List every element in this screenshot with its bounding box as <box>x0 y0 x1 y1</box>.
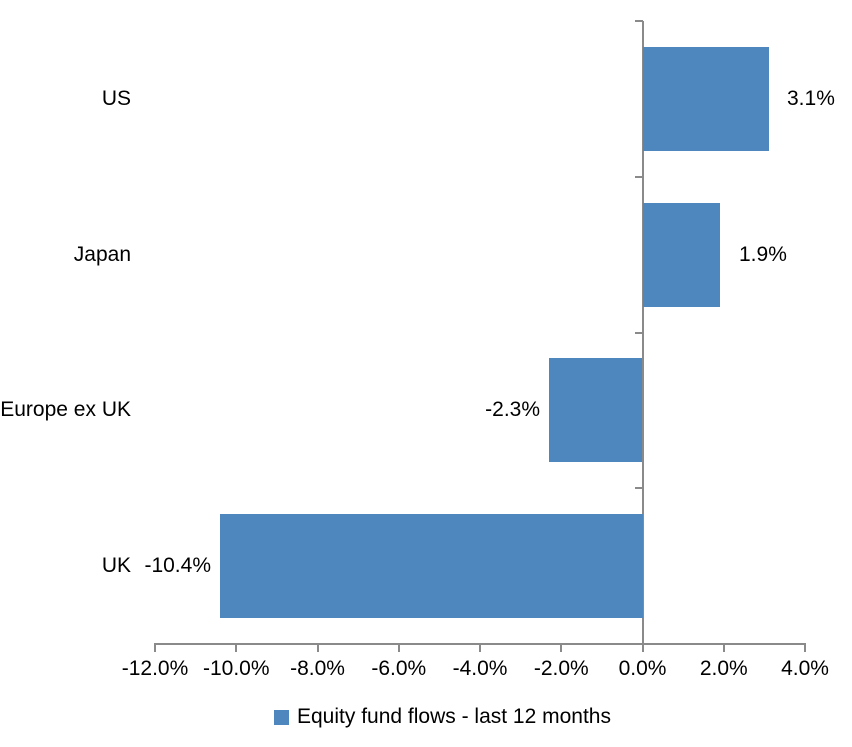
value-axis-tick-label: -4.0% <box>452 657 508 680</box>
value-axis-tick <box>560 644 563 652</box>
category-axis-tick <box>634 487 643 490</box>
legend-label: Equity fund flows - last 12 months <box>297 705 611 728</box>
bar-japan <box>643 203 720 307</box>
category-label: US <box>101 86 131 110</box>
value-axis-tick-label: -6.0% <box>371 657 427 680</box>
value-axis-tick-label: 4.0% <box>781 657 829 680</box>
value-label: 1.9% <box>739 242 787 266</box>
category-axis-line <box>641 21 644 646</box>
category-axis-tick <box>634 175 643 178</box>
value-label: -10.4% <box>144 554 211 578</box>
value-axis-tick-label: 2.0% <box>699 657 748 680</box>
value-axis-tick <box>316 644 319 652</box>
bar-uk <box>220 514 643 618</box>
bar-us <box>643 47 769 151</box>
chart-legend: Equity fund flows - last 12 months <box>274 703 611 731</box>
value-axis-tick <box>479 644 481 652</box>
value-axis-tick-label: -2.0% <box>533 657 589 680</box>
category-axis-tick <box>634 20 643 22</box>
value-axis-tick <box>154 644 156 652</box>
bar-europe-ex-uk <box>549 358 642 462</box>
value-axis-tick <box>397 644 400 652</box>
value-axis-tick-label: -10.0% <box>202 657 270 680</box>
category-label: Japan <box>73 242 131 266</box>
value-axis-tick <box>804 644 806 652</box>
value-label: -2.3% <box>485 398 540 422</box>
value-axis-tick-label: -8.0% <box>290 657 345 680</box>
value-axis-tick-label: -12.0% <box>121 657 189 680</box>
value-axis-tick-label: 0.0% <box>618 657 667 680</box>
category-label: UK <box>101 554 131 578</box>
value-axis-tick <box>641 644 644 652</box>
value-axis-tick <box>722 644 725 652</box>
value-label: 3.1% <box>787 86 835 110</box>
legend-marker-swatch <box>274 709 289 725</box>
category-axis-tick <box>634 331 643 334</box>
category-label: Europe ex UK <box>0 398 131 422</box>
value-axis-tick <box>235 644 238 652</box>
